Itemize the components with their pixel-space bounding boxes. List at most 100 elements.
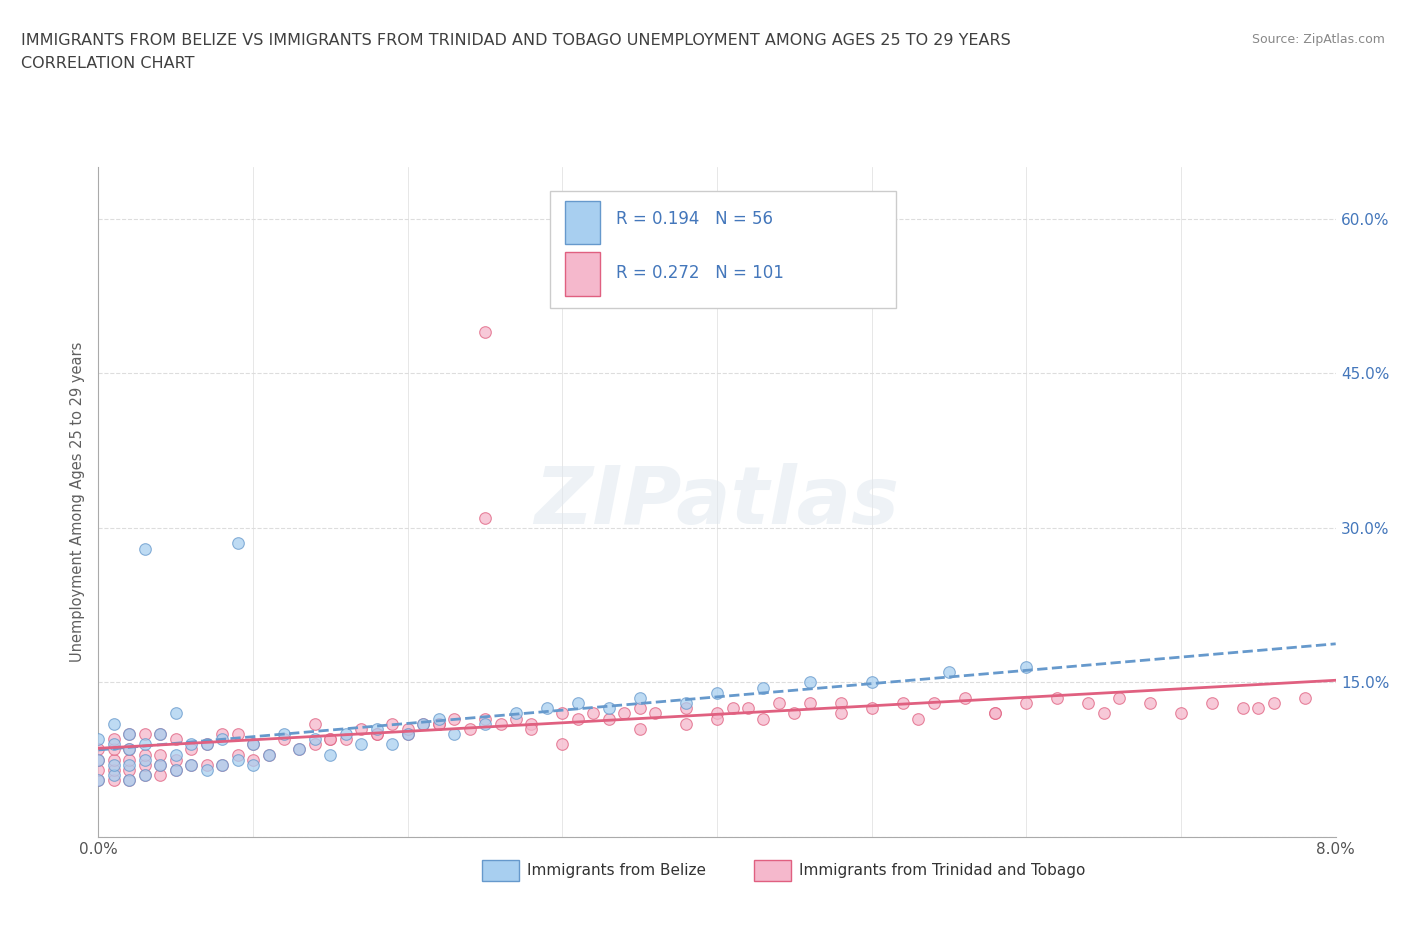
- Point: [381, 716, 404, 731]
- Point: [505, 711, 527, 726]
- Point: [396, 722, 419, 737]
- Point: [474, 325, 496, 339]
- Point: [103, 716, 125, 731]
- Point: [396, 726, 419, 741]
- Point: [1294, 690, 1316, 705]
- Point: [706, 685, 728, 700]
- Point: [489, 716, 512, 731]
- Point: [474, 711, 496, 726]
- Point: [118, 726, 141, 741]
- Point: [149, 726, 172, 741]
- Point: [830, 706, 852, 721]
- Text: Immigrants from Trinidad and Tobago: Immigrants from Trinidad and Tobago: [799, 863, 1085, 878]
- Point: [118, 773, 141, 788]
- Point: [134, 726, 156, 741]
- Point: [87, 752, 110, 767]
- Point: [288, 742, 311, 757]
- Point: [335, 732, 357, 747]
- Point: [706, 706, 728, 721]
- Point: [1015, 696, 1038, 711]
- Point: [1046, 690, 1069, 705]
- Point: [149, 747, 172, 762]
- Point: [752, 711, 775, 726]
- Point: [242, 737, 264, 751]
- Point: [396, 726, 419, 741]
- Point: [582, 706, 605, 721]
- Point: [226, 726, 249, 741]
- Point: [180, 757, 202, 772]
- Point: [598, 701, 620, 716]
- Point: [319, 732, 342, 747]
- Point: [1092, 706, 1115, 721]
- Point: [768, 696, 790, 711]
- Text: CORRELATION CHART: CORRELATION CHART: [21, 56, 194, 71]
- Point: [288, 742, 311, 757]
- Bar: [565, 201, 599, 245]
- Point: [613, 706, 636, 721]
- Point: [567, 696, 589, 711]
- Point: [273, 732, 295, 747]
- Point: [907, 711, 929, 726]
- Point: [165, 763, 187, 777]
- Point: [165, 706, 187, 721]
- Point: [242, 752, 264, 767]
- Point: [366, 722, 388, 737]
- Text: R = 0.194   N = 56: R = 0.194 N = 56: [616, 210, 773, 228]
- Point: [211, 757, 233, 772]
- Point: [319, 747, 342, 762]
- Point: [118, 773, 141, 788]
- Point: [304, 737, 326, 751]
- Point: [211, 732, 233, 747]
- Bar: [482, 860, 519, 881]
- Point: [149, 768, 172, 783]
- Point: [598, 711, 620, 726]
- Point: [799, 675, 821, 690]
- Point: [551, 737, 574, 751]
- Point: [165, 732, 187, 747]
- Point: [165, 747, 187, 762]
- Point: [87, 773, 110, 788]
- Point: [675, 716, 697, 731]
- Point: [474, 511, 496, 525]
- Point: [149, 757, 172, 772]
- Text: IMMIGRANTS FROM BELIZE VS IMMIGRANTS FROM TRINIDAD AND TOBAGO UNEMPLOYMENT AMONG: IMMIGRANTS FROM BELIZE VS IMMIGRANTS FRO…: [21, 33, 1011, 47]
- Point: [427, 711, 450, 726]
- Point: [195, 737, 218, 751]
- Point: [211, 726, 233, 741]
- Point: [149, 757, 172, 772]
- Point: [1077, 696, 1099, 711]
- Point: [860, 701, 883, 716]
- Point: [427, 716, 450, 731]
- Point: [134, 752, 156, 767]
- Point: [427, 716, 450, 731]
- Point: [319, 732, 342, 747]
- Point: [984, 706, 1007, 721]
- Point: [304, 732, 326, 747]
- Point: [103, 773, 125, 788]
- Point: [366, 726, 388, 741]
- Point: [226, 752, 249, 767]
- Point: [520, 716, 543, 731]
- Point: [134, 541, 156, 556]
- Point: [721, 701, 744, 716]
- Point: [195, 737, 218, 751]
- Point: [366, 726, 388, 741]
- Point: [103, 763, 125, 777]
- Point: [87, 742, 110, 757]
- Point: [706, 711, 728, 726]
- Point: [103, 752, 125, 767]
- Point: [180, 737, 202, 751]
- Point: [180, 757, 202, 772]
- Text: Source: ZipAtlas.com: Source: ZipAtlas.com: [1251, 33, 1385, 46]
- Point: [536, 701, 558, 716]
- Point: [103, 742, 125, 757]
- Point: [675, 696, 697, 711]
- Point: [257, 747, 280, 762]
- Point: [165, 763, 187, 777]
- Point: [1139, 696, 1161, 711]
- Point: [87, 752, 110, 767]
- Point: [412, 716, 434, 731]
- Point: [134, 768, 156, 783]
- Point: [350, 722, 373, 737]
- Point: [984, 706, 1007, 721]
